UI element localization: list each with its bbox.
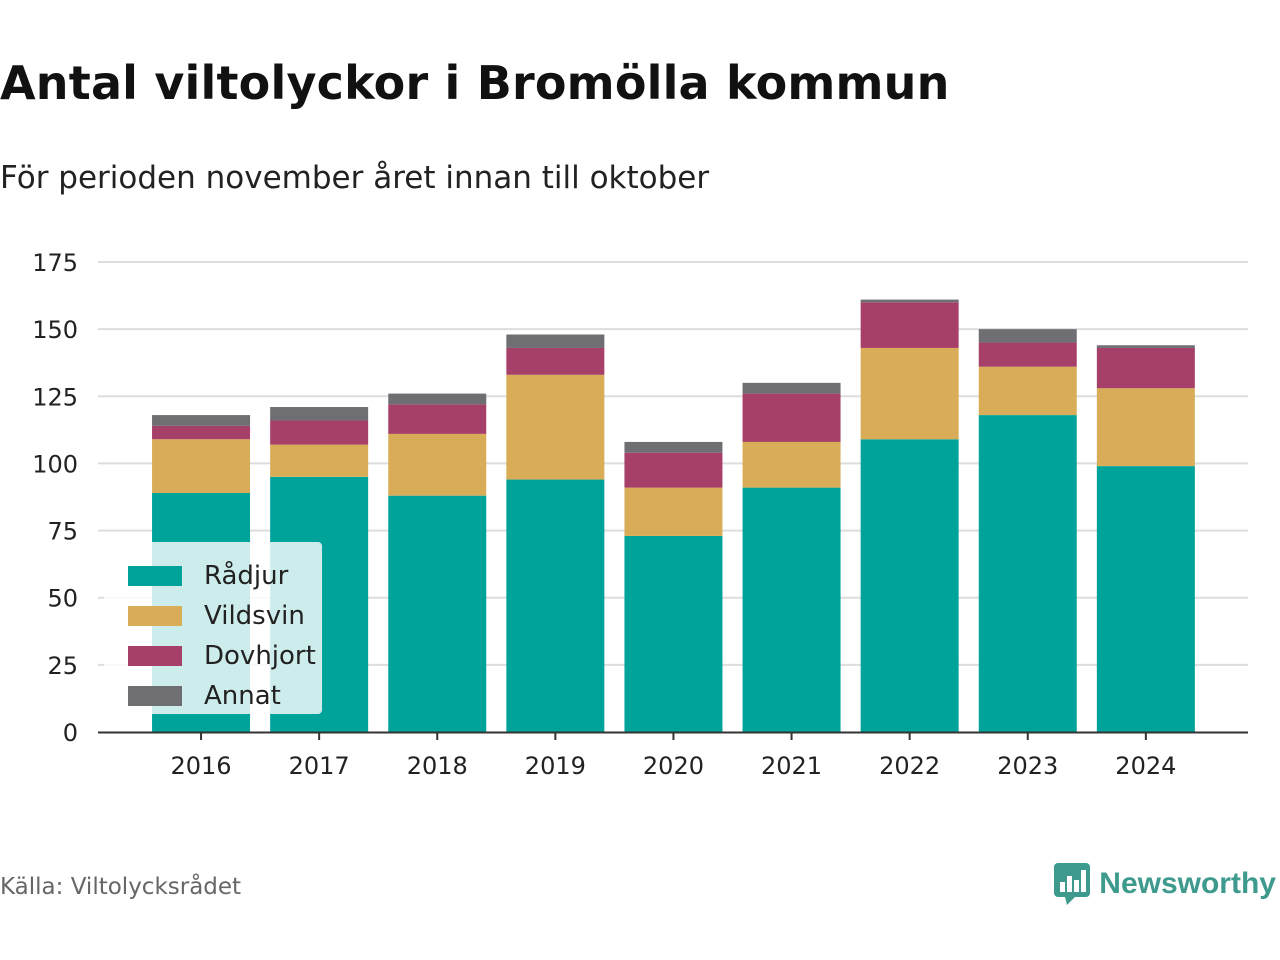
bar-segment-rdjur-2020 bbox=[624, 535, 723, 732]
y-tick-label: 50 bbox=[47, 585, 78, 613]
bar-segment-annat-2022 bbox=[860, 299, 959, 303]
chart-subtitle: För perioden november året innan till ok… bbox=[0, 160, 710, 196]
bar-segment-vildsvin-2023 bbox=[978, 366, 1077, 416]
x-tick-label: 2018 bbox=[407, 752, 468, 780]
legend-item-vildsvin: Vildsvin bbox=[128, 596, 322, 636]
bar-segment-rdjur-2023 bbox=[978, 415, 1077, 732]
chart-title: Antal viltolyckor i Bromölla kommun bbox=[0, 56, 950, 110]
brand-name: Newsworthy bbox=[1099, 867, 1276, 900]
x-tick-label: 2024 bbox=[1115, 752, 1176, 780]
y-axis-ticks: 0 25 50 75 100 125 150 175 bbox=[32, 249, 78, 747]
bar-segment-vildsvin-2016 bbox=[152, 439, 251, 493]
legend-swatch bbox=[128, 646, 182, 666]
legend-swatch bbox=[128, 566, 182, 586]
y-tick-label: 25 bbox=[47, 652, 78, 680]
bar-segment-vildsvin-2020 bbox=[624, 487, 723, 536]
y-tick-label: 0 bbox=[63, 719, 78, 747]
bar-segment-dovhjort-2020 bbox=[624, 452, 723, 488]
bar-segment-annat-2024 bbox=[1096, 345, 1195, 348]
bar-segment-rdjur-2021 bbox=[742, 487, 841, 732]
bar-segment-annat-2020 bbox=[624, 441, 723, 453]
bar-segment-vildsvin-2018 bbox=[388, 433, 487, 496]
legend: Rådjur Vildsvin Dovhjort Annat bbox=[104, 542, 322, 714]
bar-segment-dovhjort-2021 bbox=[742, 393, 841, 442]
bar-segment-vildsvin-2019 bbox=[506, 374, 605, 480]
y-tick-label: 75 bbox=[47, 518, 78, 546]
bar-chart-speech-bubble-icon bbox=[1054, 863, 1091, 905]
stacked-bar-chart: 0 25 50 75 100 125 150 175 2016 2017 2018 2019 2020… bbox=[32, 249, 1248, 780]
bar-segment-dovhjort-2022 bbox=[860, 302, 959, 348]
x-tick-label: 2017 bbox=[289, 752, 350, 780]
bar-segment-vildsvin-2024 bbox=[1096, 388, 1195, 467]
bar-segment-rdjur-2024 bbox=[1096, 466, 1195, 732]
bars bbox=[152, 299, 1195, 732]
x-tick-label: 2022 bbox=[879, 752, 940, 780]
bar-segment-annat-2016 bbox=[152, 415, 251, 426]
bar-segment-rdjur-2018 bbox=[388, 495, 487, 732]
y-tick-label: 100 bbox=[32, 450, 78, 478]
x-tick-label: 2021 bbox=[761, 752, 822, 780]
bar-segment-rdjur-2022 bbox=[860, 439, 959, 732]
x-axis-ticks: 2016 2017 2018 2019 2020 2021 2022 2023 2024 bbox=[171, 732, 1176, 780]
bar-segment-vildsvin-2022 bbox=[860, 347, 959, 440]
bar-segment-vildsvin-2021 bbox=[742, 441, 841, 488]
legend-swatch bbox=[128, 686, 182, 706]
legend-label: Annat bbox=[204, 681, 281, 711]
bar-segment-dovhjort-2023 bbox=[978, 342, 1077, 367]
y-tick-label: 150 bbox=[32, 316, 78, 344]
legend-swatch bbox=[128, 606, 182, 626]
bar-segment-dovhjort-2017 bbox=[270, 420, 369, 445]
bar-segment-dovhjort-2024 bbox=[1096, 347, 1195, 389]
x-tick-label: 2016 bbox=[171, 752, 232, 780]
bar-segment-rdjur-2019 bbox=[506, 479, 605, 732]
bar-segment-annat-2017 bbox=[270, 407, 369, 421]
bar-segment-annat-2019 bbox=[506, 334, 605, 348]
legend-label: Rådjur bbox=[204, 561, 289, 591]
bar-segment-dovhjort-2016 bbox=[152, 425, 251, 440]
brand-logo[interactable]: Newsworthy bbox=[1053, 862, 1276, 906]
x-tick-label: 2019 bbox=[525, 752, 586, 780]
legend-item-radjur: Rådjur bbox=[128, 556, 322, 596]
bar-segment-annat-2018 bbox=[388, 393, 487, 405]
y-tick-label: 125 bbox=[32, 383, 78, 411]
legend-label: Dovhjort bbox=[204, 641, 316, 671]
bar-segment-vildsvin-2017 bbox=[270, 444, 369, 477]
x-tick-label: 2020 bbox=[643, 752, 704, 780]
bar-segment-dovhjort-2019 bbox=[506, 347, 605, 375]
x-tick-label: 2023 bbox=[997, 752, 1058, 780]
legend-item-dovhjort: Dovhjort bbox=[128, 636, 322, 676]
bar-segment-annat-2021 bbox=[742, 382, 841, 394]
legend-item-annat: Annat bbox=[128, 676, 322, 716]
legend-label: Vildsvin bbox=[204, 601, 305, 631]
source-note: Källa: Viltolycksrådet bbox=[0, 874, 242, 900]
bar-segment-annat-2023 bbox=[978, 329, 1077, 343]
bar-segment-dovhjort-2018 bbox=[388, 404, 487, 434]
y-tick-label: 175 bbox=[32, 249, 78, 277]
